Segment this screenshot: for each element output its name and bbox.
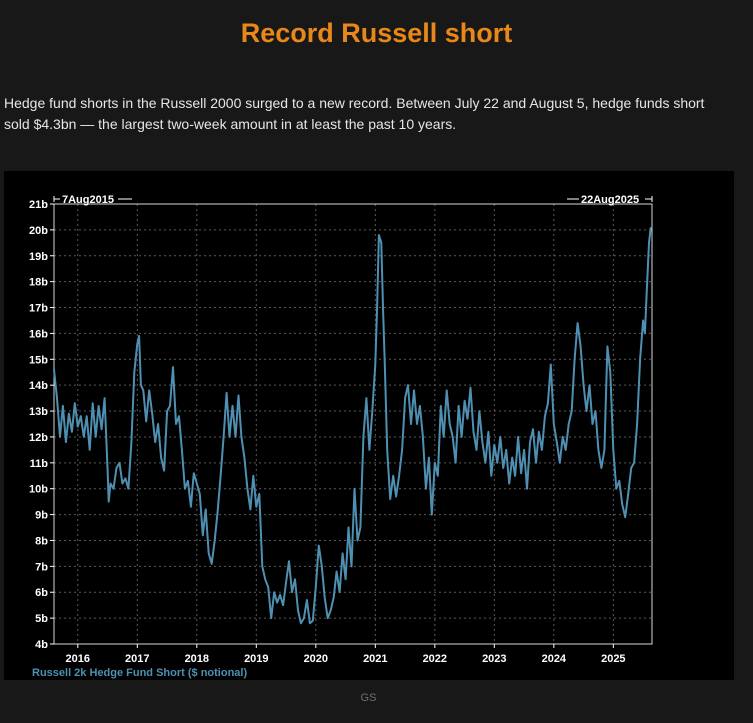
x-tick-label: 2025 <box>601 653 625 665</box>
x-tick-label: 2021 <box>363 653 387 665</box>
y-tick-label: 18b <box>29 277 48 289</box>
y-tick-label: 11b <box>30 458 49 470</box>
description-text: Hedge fund shorts in the Russell 2000 su… <box>4 95 705 132</box>
y-tick-label: 5b <box>35 613 48 625</box>
legend-label: Russell 2k Hedge Fund Short ($ notional) <box>32 667 247 679</box>
x-tick-label: 2024 <box>542 653 567 665</box>
y-tick-label: 19b <box>29 251 48 263</box>
range-end-label: 22Aug2025 <box>581 194 639 206</box>
y-tick-label: 16b <box>29 328 48 340</box>
x-tick-label: 2018 <box>185 653 209 665</box>
y-tick-label: 12b <box>29 432 48 444</box>
y-tick-label: 7b <box>35 561 48 573</box>
grid-lines <box>54 204 652 644</box>
x-tick-label: 2019 <box>244 653 268 665</box>
y-axis: 4b 5b 6b 7b 8b 9b 10b 11b 12b 13b 14b 15b 16b 17b 18b 1… <box>29 199 54 651</box>
line-chart: 4b 5b 6b 7b 8b 9b 10b 11b 12b 13b 14b 15b 16b 17b 18b 1… <box>29 194 653 679</box>
y-tick-label: 15b <box>29 354 48 366</box>
y-tick-label: 13b <box>29 406 48 418</box>
plot-frame <box>53 203 653 645</box>
x-tick-label: 2016 <box>66 653 90 665</box>
y-tick-label: 21b <box>29 199 48 211</box>
y-tick-label: 6b <box>35 587 48 599</box>
range-start-label: 7Aug2015 <box>62 194 114 206</box>
x-axis: 2016 2017 2018 2019 2020 2021 2022 2023 2024 2025 <box>66 644 626 665</box>
x-tick-label: 2022 <box>423 653 447 665</box>
x-tick-label: 2023 <box>482 653 506 665</box>
date-range-markers: 7Aug2015 22Aug2025 <box>53 194 653 206</box>
y-tick-label: 4b <box>35 639 48 651</box>
x-tick-label: 2020 <box>304 653 328 665</box>
y-tick-label: 8b <box>35 535 48 547</box>
series-line-russell-2k-hedge-fund-short <box>53 227 652 625</box>
y-tick-label: 9b <box>35 510 48 522</box>
page-title: Record Russell short <box>240 18 513 48</box>
y-tick-label: 14b <box>29 380 48 392</box>
source-label: GS <box>360 692 377 704</box>
y-tick-label: 17b <box>29 303 48 315</box>
y-tick-label: 10b <box>29 484 48 496</box>
x-tick-label: 2017 <box>125 653 149 665</box>
y-tick-label: 20b <box>29 225 48 237</box>
chart-panel: 4b 5b 6b 7b 8b 9b 10b 11b 12b 13b 14b 15b 16b 17b 18b 1… <box>4 171 734 680</box>
